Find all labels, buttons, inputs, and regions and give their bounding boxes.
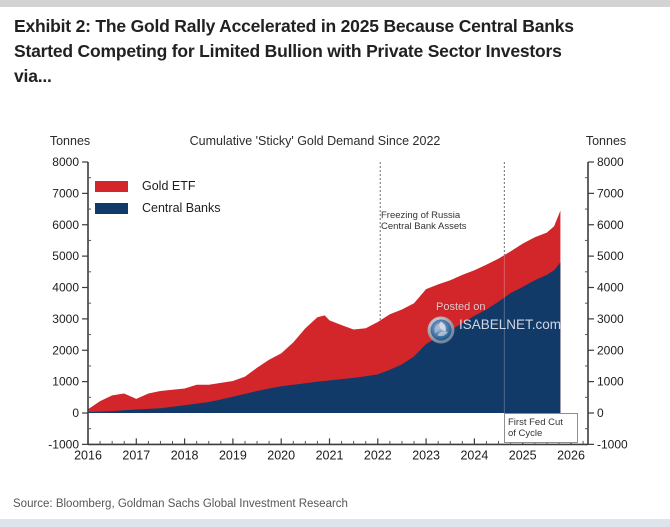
svg-text:3000: 3000 [52,312,79,326]
svg-text:6000: 6000 [597,218,624,232]
svg-text:1000: 1000 [597,375,624,389]
watermark-isabelnet: ISABELNET.com [459,317,562,332]
svg-text:7000: 7000 [597,186,624,200]
svg-text:2000: 2000 [52,343,79,357]
annotation-freezing-line-2: Central Bank Assets [381,221,467,232]
svg-text:-1000: -1000 [597,437,628,451]
exhibit-title: Exhibit 2: The Gold Rally Accelerated in… [14,14,659,89]
svg-text:2016: 2016 [74,448,102,462]
chart-title: Cumulative 'Sticky' Gold Demand Since 20… [189,134,441,148]
svg-text:0: 0 [72,406,79,420]
legend-label-gold-etf: Gold ETF [142,179,196,193]
svg-text:2023: 2023 [412,448,440,462]
svg-text:4000: 4000 [52,281,79,295]
gold-etf-swatch [95,180,128,192]
svg-text:2022: 2022 [364,448,392,462]
y-axis-label-right: Tonnes [585,134,627,148]
svg-text:0: 0 [597,406,604,420]
bottom-border-strip [0,519,670,527]
y-axis-label-left: Tonnes [49,134,91,148]
isabelnet-logo-icon [427,316,455,344]
svg-text:2024: 2024 [460,448,488,462]
legend: Gold ETF Central Banks [95,175,221,219]
event-lines [379,162,505,445]
svg-text:2021: 2021 [316,448,344,462]
svg-text:2017: 2017 [122,448,150,462]
legend-item-gold-etf: Gold ETF [95,175,221,197]
central-banks-area [88,262,561,413]
legend-label-central-banks: Central Banks [142,201,221,215]
y-tick-labels: 8000 8000 7000 7000 6000 6000 5000 5000 4000 4000… [48,155,628,451]
svg-text:8000: 8000 [597,155,624,169]
watermark-posted-on: Posted on [436,301,486,313]
svg-text:2025: 2025 [509,448,537,462]
svg-text:1000: 1000 [52,375,79,389]
exhibit-title-line-2: Started Competing for Limited Bullion wi… [14,41,562,61]
svg-text:2000: 2000 [597,343,624,357]
svg-text:8000: 8000 [52,155,79,169]
annotation-freezing-russia: Freezing of Russia Central Bank Assets [381,210,467,232]
svg-text:5000: 5000 [52,249,79,263]
exhibit-title-line-1: Exhibit 2: The Gold Rally Accelerated in… [14,16,574,36]
central-banks-swatch [95,202,128,214]
svg-text:5000: 5000 [597,249,624,263]
svg-text:-1000: -1000 [48,437,79,451]
exhibit-title-line-3: via... [14,66,52,86]
annotation-fedcut-line-1: First Fed Cut [508,417,563,428]
svg-text:3000: 3000 [597,312,624,326]
svg-text:2026: 2026 [557,448,585,462]
annotation-fedcut-line-2: of Cycle [508,428,543,439]
annotation-freezing-line-1: Freezing of Russia [381,210,461,221]
svg-text:4000: 4000 [597,281,624,295]
area-series [88,210,561,413]
svg-text:6000: 6000 [52,218,79,232]
svg-text:2019: 2019 [219,448,247,462]
svg-text:7000: 7000 [52,186,79,200]
top-border-strip [0,0,670,7]
source-line: Source: Bloomberg, Goldman Sachs Global … [13,498,348,510]
x-tick-labels: 2016 2017 2018 2019 2020 2021 2022 2023 2024 2025… [74,438,585,462]
legend-item-central-banks: Central Banks [95,197,221,219]
annotation-first-fed-cut: First Fed Cut of Cycle [504,413,578,443]
svg-text:2018: 2018 [171,448,199,462]
svg-text:2020: 2020 [267,448,295,462]
